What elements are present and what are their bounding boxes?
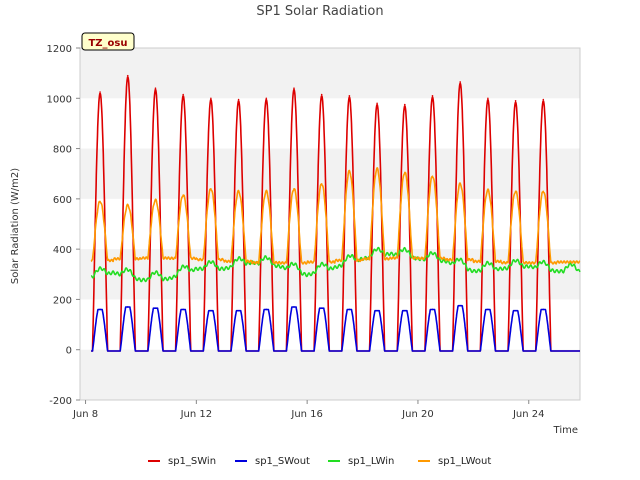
peak-point <box>459 81 461 83</box>
legend: sp1_SWin sp1_SWout sp1_LWin sp1_LWout <box>148 456 491 467</box>
x-tick-label: Jun 12 <box>180 409 213 420</box>
peak-point <box>210 97 212 100</box>
peak-point <box>320 93 323 96</box>
legend-label: sp1_LWin <box>348 456 394 467</box>
peak-point <box>237 190 240 193</box>
peak-point <box>320 182 323 185</box>
series-layer <box>90 74 581 352</box>
peak-point <box>210 309 212 312</box>
peak-point <box>348 94 351 97</box>
peak-point <box>265 190 268 193</box>
x-tick-label: Jun 24 <box>512 409 545 420</box>
peak-point <box>376 309 378 312</box>
x-tick-label: Jun 20 <box>401 409 434 420</box>
peak-point <box>210 188 212 190</box>
peak-point <box>431 308 434 311</box>
x-tick-label: Jun 8 <box>72 409 98 420</box>
y-tick-label: 600 <box>53 195 72 206</box>
peak-point <box>376 167 378 170</box>
peak-point <box>348 170 351 172</box>
series-line-sp1-lwin <box>90 246 581 283</box>
peak-point <box>403 171 406 174</box>
series-line-sp1-swout <box>90 304 581 352</box>
peak-point <box>459 304 461 307</box>
peak-point <box>237 98 240 101</box>
y-tick-label: -200 <box>49 396 72 407</box>
peak-point <box>237 309 240 312</box>
series-line-sp1-lwout <box>90 167 581 265</box>
peak-point <box>487 308 489 311</box>
y-tick-label: 1200 <box>47 44 72 55</box>
peak-point <box>542 98 545 101</box>
peak-point <box>182 194 184 196</box>
peak-point <box>403 309 406 312</box>
chart-title: SP1 Solar Radiation <box>256 4 383 19</box>
plot-border <box>79 47 581 401</box>
peak-point <box>265 97 268 100</box>
peak-point <box>403 103 406 106</box>
tz-badge-label: TZ_osu <box>88 38 127 49</box>
peak-point <box>126 74 129 77</box>
series-line-sp1-swin <box>90 76 581 352</box>
peak-point <box>459 182 461 185</box>
peak-point <box>487 189 489 191</box>
legend-label: sp1_SWout <box>255 456 310 467</box>
peak-point <box>376 102 378 105</box>
peak-point <box>182 93 184 96</box>
grid-band <box>80 349 580 400</box>
y-tick-label: 1000 <box>47 94 72 105</box>
grid-bands <box>80 48 580 400</box>
y-tick-label: 400 <box>53 245 72 256</box>
x-axis-label: Time <box>553 425 578 436</box>
peak-point <box>542 190 545 193</box>
peak-point <box>154 87 157 90</box>
peak-point <box>99 200 101 203</box>
peak-point <box>431 94 434 97</box>
peak-point <box>293 306 295 308</box>
peak-point <box>99 308 101 311</box>
y-tick-label: 800 <box>53 145 72 156</box>
peak-point <box>293 87 295 90</box>
peak-point <box>182 308 184 311</box>
grid-band <box>80 148 580 199</box>
y-tick-label: 0 <box>66 346 72 357</box>
y-axis-ticks: -200 0 200 400 600 800 1000 1200 <box>47 44 80 407</box>
legend-label: sp1_LWout <box>438 456 491 467</box>
peak-point <box>126 306 129 308</box>
y-axis-label: Solar Radiation (W/m2) <box>10 168 21 284</box>
tz-badge: TZ_osu <box>81 32 135 51</box>
peak-point <box>487 97 489 100</box>
peak-point <box>514 309 517 312</box>
peak-point <box>542 308 545 311</box>
peak-point <box>514 190 517 193</box>
tz-badge-box <box>81 32 135 51</box>
peak-point <box>154 307 157 310</box>
peak-point <box>348 308 351 311</box>
peak-point <box>514 100 517 102</box>
peak-point <box>154 199 157 201</box>
peak-point <box>265 308 268 311</box>
peak-point <box>431 175 434 178</box>
x-tick-label: Jun 16 <box>290 409 323 420</box>
peak-point <box>126 204 129 206</box>
legend-label: sp1_SWin <box>168 456 216 467</box>
peak-point <box>320 307 323 310</box>
x-axis-ticks: Jun 8 Jun 12 Jun 16 Jun 20 Jun 24 <box>72 400 545 420</box>
peak-point <box>99 91 101 93</box>
y-tick-label: 200 <box>53 295 72 306</box>
peak-point <box>293 188 295 190</box>
grid-band <box>80 48 580 99</box>
